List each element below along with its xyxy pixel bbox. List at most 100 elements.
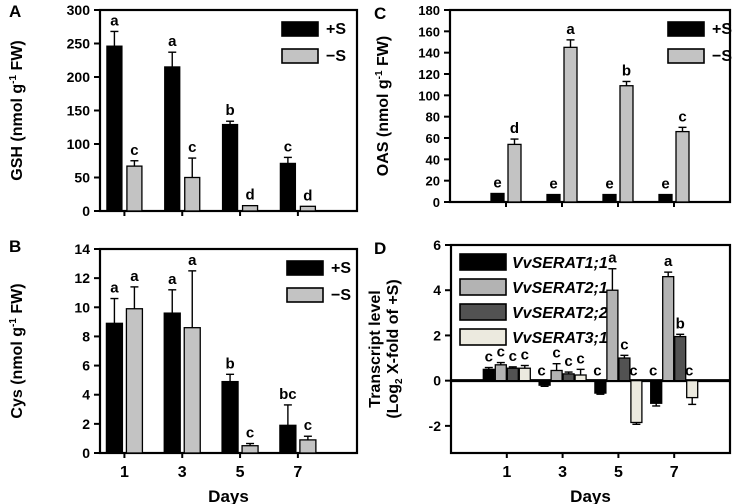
- sig-letter: a: [110, 280, 119, 297]
- bar-−S-day7: [299, 205, 317, 212]
- sig-letter: a: [608, 250, 617, 267]
- legend-swatch-VvSERAT2;2: [459, 303, 507, 321]
- bar-+S-day5: [602, 193, 617, 203]
- bar-+S-day3: [164, 66, 181, 212]
- legend-label: VvSERAT2;2: [512, 305, 608, 322]
- y-tick-label: 100: [418, 88, 440, 103]
- bar-VvSERAT2;2-day5: [618, 357, 631, 382]
- sig-letter: c: [246, 425, 254, 442]
- bar-−S-day1: [126, 165, 143, 212]
- y-tick-label: 0: [433, 195, 440, 210]
- legend-label: +S: [712, 21, 732, 38]
- sig-letter: c: [685, 363, 693, 380]
- sig-letter: e: [605, 176, 613, 193]
- legend-label: +S: [326, 21, 346, 38]
- legend-label: VvSERAT1;1: [512, 255, 608, 272]
- y-tick-label: -2: [429, 418, 442, 434]
- y-tick-label: 8: [82, 328, 90, 344]
- sig-letter: d: [245, 187, 254, 204]
- sig-letter: d: [303, 187, 312, 204]
- bar-+S-day3: [163, 312, 181, 454]
- y-tick-label: 6: [433, 237, 441, 253]
- legend-label: −S: [326, 48, 346, 65]
- bar-+S-day7: [279, 162, 297, 212]
- sig-letter: c: [130, 142, 138, 159]
- legend-swatch-−S: [286, 287, 324, 303]
- y-tick-label: 0: [433, 373, 441, 389]
- sig-letter: a: [110, 12, 119, 29]
- bar-VvSERAT3;1-day7: [686, 380, 699, 399]
- panel-letter-c: C: [374, 4, 387, 23]
- bar-VvSERAT2;1-day7: [662, 276, 675, 382]
- bar-−S-day5: [241, 445, 259, 454]
- y-axis-title: Transcript level: [368, 290, 384, 407]
- y-tick-label: 140: [418, 46, 440, 61]
- x-tick-label: 5: [236, 464, 245, 481]
- sig-letter: c: [593, 363, 601, 380]
- y-tick-label: 4: [433, 282, 441, 298]
- x-tick-label: 7: [293, 464, 302, 481]
- bar-VvSERAT1;1-day1: [482, 368, 495, 382]
- bar-−S-day5: [619, 85, 634, 203]
- sig-letter: e: [661, 176, 669, 193]
- bar-VvSERAT2;1-day3: [550, 369, 563, 382]
- sig-letter: a: [664, 253, 673, 270]
- y-tick-label: 0: [82, 445, 90, 461]
- bar-−S-day3: [563, 46, 578, 203]
- sig-letter: d: [510, 120, 519, 137]
- plot-frame: [448, 8, 732, 204]
- sig-letter: c: [537, 363, 545, 380]
- bar-−S-day7: [299, 439, 317, 454]
- y-tick-label: 250: [67, 36, 91, 52]
- legend-label: VvSERAT3;1: [512, 330, 608, 347]
- legend-label: +S: [331, 260, 351, 277]
- legend-swatch-−S: [667, 48, 705, 64]
- bar-VvSERAT1;1-day5: [594, 380, 607, 394]
- sig-letter: e: [493, 174, 501, 191]
- bar-VvSERAT2;1-day5: [606, 289, 619, 382]
- sig-letter: b: [225, 102, 234, 119]
- bar-−S-day7: [675, 130, 690, 203]
- y-tick-label: 160: [418, 24, 440, 39]
- x-tick-label: 7: [670, 464, 679, 481]
- sig-letter: c: [649, 363, 657, 380]
- x-axis-title: Days: [208, 487, 249, 504]
- bar-VvSERAT1;1-day3: [538, 380, 551, 386]
- bar-+S-day5: [221, 123, 239, 212]
- panel-a-gsh-chart: 0 50 100 150 200 250 300 GSH (nmol g-1 FW) a a b c c…: [8, 2, 359, 219]
- sig-letter: c: [564, 353, 572, 370]
- sig-letter: c: [629, 363, 637, 380]
- y-tick-label: 120: [418, 67, 440, 82]
- y-tick-label: 2: [433, 327, 441, 343]
- sig-letter: a: [566, 21, 575, 38]
- sig-letter: c: [188, 139, 196, 156]
- bar-−S-day1: [125, 308, 144, 454]
- legend-swatch-+S: [281, 21, 319, 37]
- bar-−S-day3: [184, 176, 201, 212]
- panel-c-oas-chart: 0 20 40 60 80 100 120 140 160 180 OAS (nmol g-1 FW…: [374, 3, 732, 210]
- sig-letter: bc: [279, 386, 297, 403]
- sig-letter: a: [168, 271, 177, 288]
- panel-letter-d: D: [374, 239, 387, 258]
- sig-letter: c: [304, 417, 312, 434]
- bar-−S-day3: [183, 327, 201, 454]
- sig-letter: a: [188, 252, 197, 269]
- y-tick-label: 4: [82, 387, 90, 403]
- bar-VvSERAT2;2-day3: [562, 373, 575, 382]
- y-tick-label: 0: [82, 203, 90, 219]
- y-tick-label: 2: [82, 416, 90, 432]
- sig-letter: c: [485, 349, 493, 366]
- y-tick-label: 60: [426, 131, 440, 146]
- y-tick-label: 40: [426, 152, 440, 167]
- bar-+S-day7: [658, 193, 673, 203]
- sig-letter: c: [521, 347, 529, 364]
- legend-swatch-VvSERAT1;1: [459, 253, 507, 271]
- panel-d-transcript-chart: -2 0 2 4 6 1 3 5 7 Days Transcript level (Log2 X-fo…: [368, 237, 732, 504]
- sig-letter: b: [225, 355, 234, 372]
- bar-VvSERAT3;1-day1: [518, 367, 531, 382]
- legend-label: VvSERAT2;1: [512, 280, 608, 297]
- bar-−S-day5: [241, 204, 259, 212]
- y-tick-label: 12: [74, 270, 90, 286]
- panel-letter-a: A: [9, 2, 22, 21]
